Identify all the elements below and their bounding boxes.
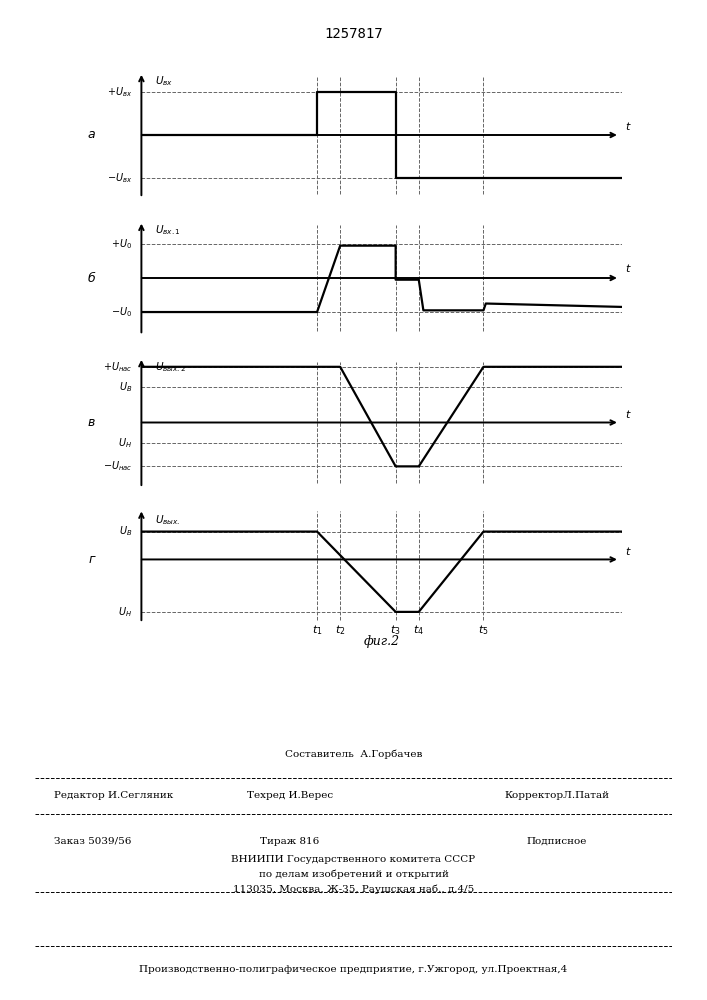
Text: $t$: $t$ [624, 120, 631, 132]
Text: $U_{вх}$: $U_{вх}$ [156, 75, 173, 88]
Text: $t$: $t$ [624, 545, 631, 557]
Text: $+U_0$: $+U_0$ [111, 237, 132, 251]
Text: $-U_{вх}$: $-U_{вх}$ [107, 171, 132, 185]
Text: $t$: $t$ [624, 408, 631, 420]
Text: Составитель  А.Горбачев: Составитель А.Горбачев [285, 749, 422, 759]
Text: $+U_{нас}$: $+U_{нас}$ [103, 360, 132, 374]
Text: Тираж 816: Тираж 816 [260, 836, 320, 846]
Text: $t_4$: $t_4$ [414, 624, 424, 637]
Text: $U_{вх.1}$: $U_{вх.1}$ [156, 223, 181, 237]
Text: $t_3$: $t_3$ [390, 624, 401, 637]
Text: $-U_0$: $-U_0$ [111, 305, 132, 319]
Text: $U_{вых.}$: $U_{вых.}$ [156, 513, 181, 527]
Text: фиг.2: фиг.2 [363, 635, 400, 648]
Text: Производственно-полиграфическое предприятие, г.Ужгород, ул.Проектная,4: Производственно-полиграфическое предприя… [139, 966, 568, 974]
Text: $U_H$: $U_H$ [118, 436, 132, 450]
Text: $U_{вых.2}$: $U_{вых.2}$ [156, 360, 187, 374]
Text: в: в [88, 416, 95, 429]
Text: $U_H$: $U_H$ [118, 605, 132, 619]
Text: 113035, Москва, Ж-35, Раушская наб., д.4/5: 113035, Москва, Ж-35, Раушская наб., д.4… [233, 884, 474, 894]
Text: $t_2$: $t_2$ [335, 624, 346, 637]
Text: $t_5$: $t_5$ [478, 624, 489, 637]
Text: КорректорЛ.Патай: КорректорЛ.Патай [505, 792, 609, 800]
Text: a: a [88, 128, 95, 141]
Text: Редактор И.Сегляник: Редактор И.Сегляник [54, 792, 174, 800]
Text: б: б [88, 271, 95, 284]
Text: по делам изобретений и открытий: по делам изобретений и открытий [259, 869, 448, 879]
Text: ВНИИПИ Государственного комитета СССР: ВНИИПИ Государственного комитета СССР [231, 854, 476, 863]
Text: г: г [88, 553, 95, 566]
Text: Техред И.Верес: Техред И.Верес [247, 792, 333, 800]
Text: Заказ 5039/56: Заказ 5039/56 [54, 836, 132, 846]
Text: $t$: $t$ [624, 262, 631, 274]
Text: Подписное: Подписное [527, 836, 588, 846]
Text: $U_B$: $U_B$ [119, 525, 132, 538]
Text: $t_1$: $t_1$ [312, 624, 322, 637]
Text: $-U_{нас}$: $-U_{нас}$ [103, 459, 132, 473]
Text: 1257817: 1257817 [325, 27, 382, 41]
Text: $+U_{вх}$: $+U_{вх}$ [107, 85, 132, 99]
Text: $U_B$: $U_B$ [119, 380, 132, 394]
